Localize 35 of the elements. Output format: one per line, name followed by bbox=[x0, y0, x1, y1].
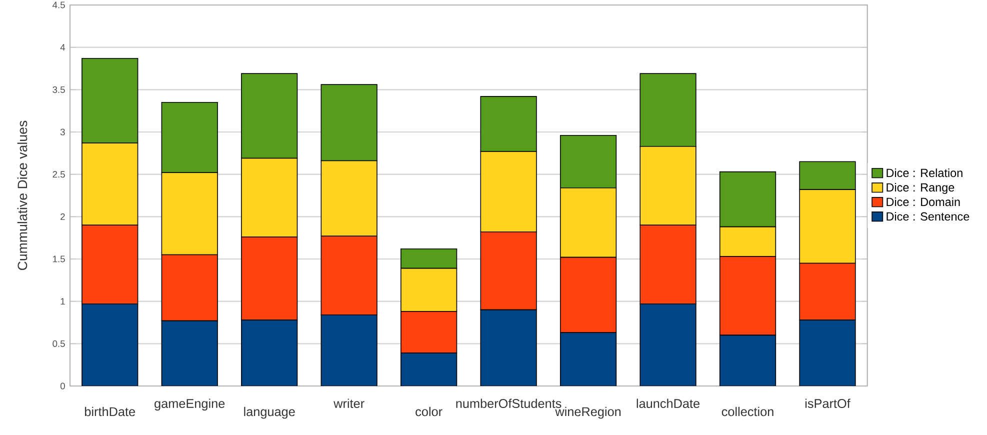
legend-label: Dice : Relation bbox=[886, 168, 962, 178]
y-tick-label: 0 bbox=[60, 382, 65, 390]
x-tick-label: writer bbox=[334, 398, 364, 408]
y-tick-label: 4 bbox=[60, 44, 66, 51]
x-tick-label: isPartOf bbox=[805, 398, 850, 408]
y-tick-label: 1 bbox=[60, 298, 65, 305]
bar bbox=[720, 335, 776, 386]
x-tick-label: birthDate bbox=[84, 406, 135, 416]
bar bbox=[321, 314, 377, 386]
bar bbox=[241, 320, 298, 386]
bar bbox=[560, 332, 616, 386]
x-tick-label: language bbox=[244, 406, 295, 419]
x-tick-label: collection bbox=[722, 406, 774, 416]
x-tick-label: color bbox=[416, 406, 442, 416]
y-tick-label: 2.5 bbox=[52, 171, 65, 178]
bar bbox=[162, 320, 218, 386]
legend-label: Dice : Sentence bbox=[886, 212, 970, 221]
y-tick-label: 4.5 bbox=[52, 2, 65, 8]
y-axis-title: Cummulative Dice values bbox=[17, 120, 28, 270]
y-tick-label: 2 bbox=[60, 213, 65, 220]
y-tick-label: 3 bbox=[60, 128, 65, 136]
bar bbox=[400, 352, 457, 386]
legend-label: Dice : Range bbox=[886, 182, 954, 194]
bar bbox=[799, 320, 856, 386]
y-tick-label: 3.5 bbox=[52, 86, 65, 93]
y-tick-label: 0.5 bbox=[52, 340, 65, 347]
bar bbox=[640, 304, 696, 386]
x-tick-label: launchDate bbox=[636, 398, 700, 408]
y-tick-label: 1.5 bbox=[53, 256, 65, 262]
legend-label: Dice : Domain bbox=[886, 197, 960, 206]
bar bbox=[480, 310, 536, 386]
x-tick-label: numberOfStudents bbox=[456, 398, 562, 408]
x-tick-label: wineRegion bbox=[555, 406, 621, 419]
x-tick-label: gameEngine bbox=[154, 398, 225, 411]
bar bbox=[82, 304, 138, 386]
